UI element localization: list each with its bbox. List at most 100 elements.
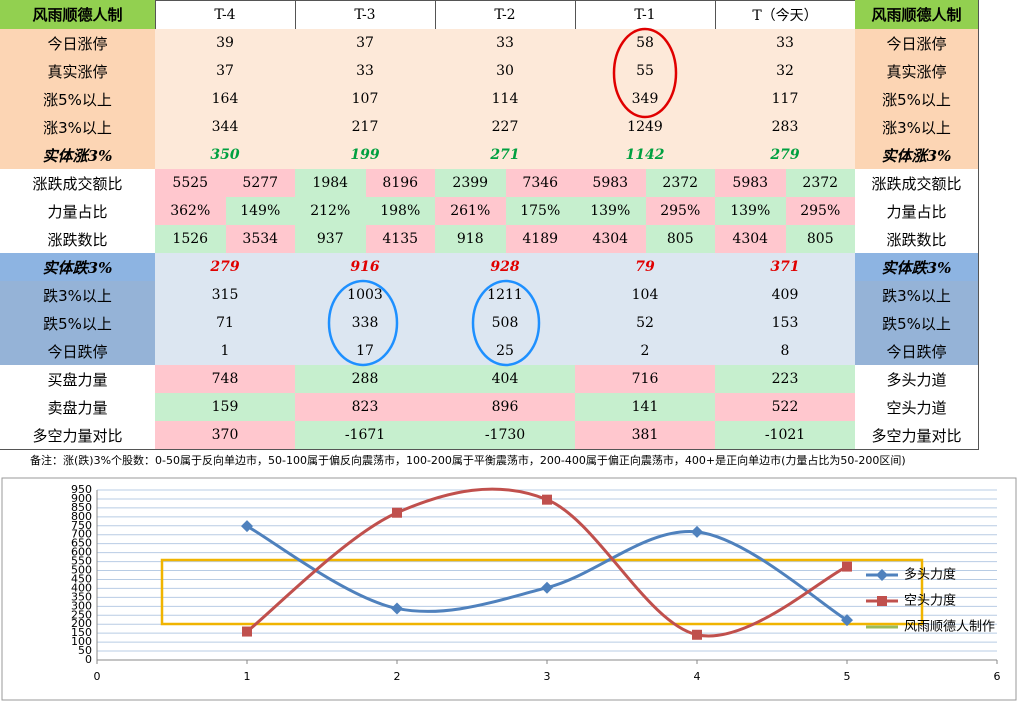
y-tick-label: 400	[71, 581, 92, 594]
data-cell: 58	[575, 29, 716, 58]
data-cell: 381	[575, 421, 716, 450]
x-tick-label: 6	[994, 670, 1001, 683]
data-cell: 1249	[575, 113, 716, 142]
row-label: 跌5%以上	[855, 309, 979, 338]
data-cell: 338	[295, 309, 436, 338]
row-label: 涨跌数比	[855, 225, 979, 254]
data-cell: 39	[155, 29, 296, 58]
split-cell: 5277	[225, 169, 296, 198]
y-tick-label: 550	[71, 555, 92, 568]
y-tick-label: 600	[71, 546, 92, 559]
marker	[242, 626, 252, 637]
split-cell: 5525	[155, 169, 227, 198]
split-cell: 212%	[295, 197, 367, 226]
split-cell: 2372	[645, 169, 716, 198]
split-cell: 3534	[225, 225, 296, 254]
split-cell: 4304	[715, 225, 787, 254]
data-cell: 114	[435, 85, 576, 114]
y-tick-label: 50	[78, 644, 92, 657]
data-cell: 79	[575, 253, 716, 282]
data-cell: 52	[575, 309, 716, 338]
x-tick-label: 4	[694, 670, 701, 683]
data-cell: 37	[155, 57, 296, 86]
data-cell: 104	[575, 281, 716, 310]
data-cell: 279	[715, 141, 856, 170]
column-header: T-1	[575, 0, 716, 30]
data-cell: 117	[715, 85, 856, 114]
data-cell: -1730	[435, 421, 576, 450]
data-cell: 344	[155, 113, 296, 142]
split-cell: 937	[295, 225, 367, 254]
y-tick-label: 100	[71, 635, 92, 648]
row-label: 多空力量对比	[0, 421, 156, 450]
data-cell: 159	[155, 393, 296, 422]
note: 备注：涨(跌)3%个股数：0-50属于反向单边市，50-100属于偏反向震荡市，…	[30, 454, 906, 467]
x-tick-label: 3	[544, 670, 551, 683]
legend-label: 多头力度	[904, 567, 956, 583]
data-cell: 748	[155, 365, 296, 394]
data-cell: 508	[435, 309, 576, 338]
row-label: 涨跌成交额比	[855, 169, 979, 198]
data-cell: 1	[155, 337, 296, 366]
split-cell: 805	[785, 225, 856, 254]
row-label: 今日涨停	[855, 29, 979, 58]
data-cell: 371	[715, 253, 856, 282]
marker	[877, 596, 887, 606]
y-tick-label: 350	[71, 590, 92, 603]
split-cell: 5983	[575, 169, 647, 198]
y-tick-label: 300	[71, 599, 92, 612]
data-cell: 33	[715, 29, 856, 58]
data-cell: 283	[715, 113, 856, 142]
table: 风雨顺德人制 T-4 T-3 T-2 T-1 T（今天） 风雨顺德人制 今日涨停 39 37 33 5…	[0, 0, 979, 450]
marker	[876, 569, 888, 581]
y-tick-label: 800	[71, 510, 92, 523]
data-cell: 271	[435, 141, 576, 170]
data-cell: 223	[715, 365, 856, 394]
x-tick-label: 0	[94, 670, 101, 683]
data-cell: 33	[435, 29, 576, 58]
data-cell: 17	[295, 337, 436, 366]
header-label: 风雨顺德人制	[0, 0, 156, 30]
split-cell: 139%	[575, 197, 647, 226]
data-cell: 37	[295, 29, 436, 58]
data-cell: 25	[435, 337, 576, 366]
chart: 0501001502002503003504004505005506006507…	[1, 477, 1017, 701]
row-label: 涨3%以上	[0, 113, 156, 142]
row-label: 涨跌成交额比	[0, 169, 156, 198]
header-label: 风雨顺德人制	[855, 0, 979, 30]
y-tick-label: 450	[71, 572, 92, 585]
row-label: 今日跌停	[0, 337, 156, 366]
split-cell: 1526	[155, 225, 227, 254]
data-cell: 315	[155, 281, 296, 310]
data-cell: -1021	[715, 421, 856, 450]
split-cell: 7346	[505, 169, 576, 198]
split-cell: 1984	[295, 169, 367, 198]
marker	[392, 507, 402, 518]
data-cell: 153	[715, 309, 856, 338]
data-cell: 30	[435, 57, 576, 86]
data-cell: 141	[575, 393, 716, 422]
marker	[542, 494, 552, 505]
split-cell: 4304	[575, 225, 647, 254]
row-label: 今日涨停	[0, 29, 156, 58]
marker	[841, 614, 853, 627]
x-tick-label: 5	[844, 670, 851, 683]
row-label: 多空力量对比	[855, 421, 979, 450]
row-label: 买盘力量	[0, 365, 156, 394]
data-cell: 370	[155, 421, 296, 450]
data-cell: 227	[435, 113, 576, 142]
split-cell: 805	[645, 225, 716, 254]
row-label: 今日跌停	[855, 337, 979, 366]
data-cell: 716	[575, 365, 716, 394]
row-label: 涨3%以上	[855, 113, 979, 142]
row-label: 跌5%以上	[0, 309, 156, 338]
row-label: 多头力道	[855, 365, 979, 394]
marker	[692, 629, 702, 640]
split-cell: 149%	[225, 197, 296, 226]
column-header: T-3	[295, 0, 436, 30]
y-tick-label: 700	[71, 528, 92, 541]
row-label: 真实涨停	[855, 57, 979, 86]
data-cell: 928	[435, 253, 576, 282]
data-cell: 8	[715, 337, 856, 366]
y-tick-label: 650	[71, 537, 92, 550]
